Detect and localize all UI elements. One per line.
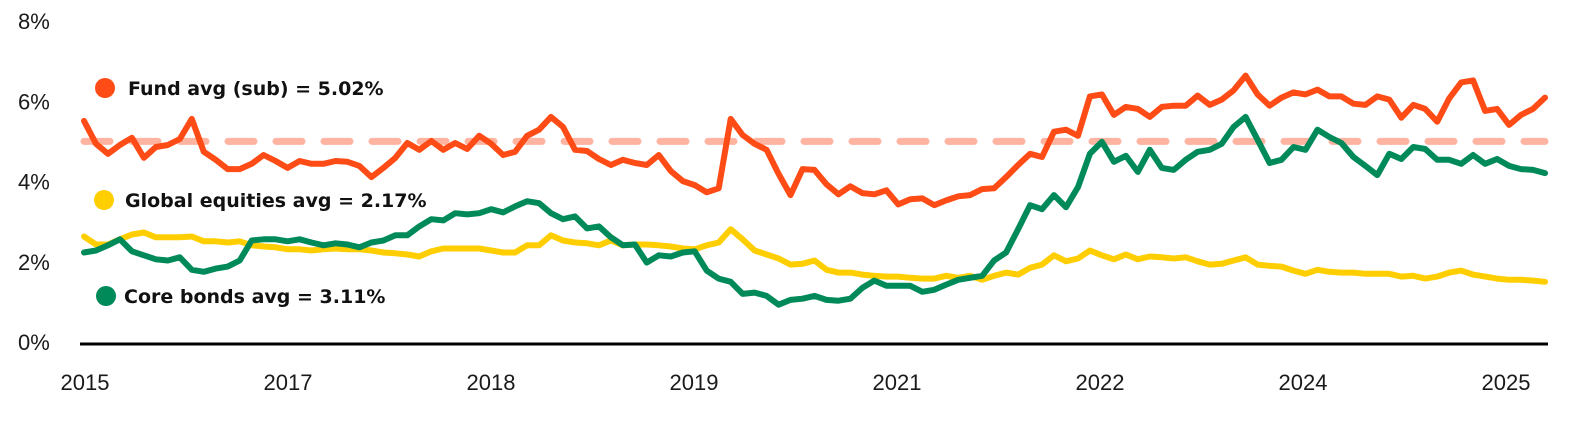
fund-legend-label: Fund avg (sub) = 5.02% — [128, 78, 384, 100]
y-tick-label: 4% — [18, 170, 50, 195]
x-tick-label: 2017 — [264, 370, 313, 395]
fund-avg-line — [81, 72, 1548, 209]
y-axis-ticks: 0% 2% 4% 6% 8% — [18, 9, 50, 355]
x-tick-label: 2024 — [1279, 370, 1328, 395]
y-tick-label: 8% — [18, 9, 50, 34]
global-equities-line — [81, 226, 1548, 285]
core-bonds-line — [81, 113, 1548, 308]
series-lines — [81, 72, 1548, 308]
x-axis-ticks: 2015 2017 2018 2019 2021 2022 2024 2025 — [61, 370, 1531, 395]
y-tick-label: 6% — [18, 89, 50, 114]
x-tick-label: 2022 — [1076, 370, 1125, 395]
legend-bonds: Core bonds avg = 3.11% — [96, 286, 385, 308]
bonds-legend-dot-icon — [96, 286, 116, 306]
x-tick-label: 2021 — [873, 370, 922, 395]
fund-legend-dot-icon — [95, 78, 115, 98]
x-tick-label: 2025 — [1482, 370, 1531, 395]
equities-legend-label: Global equities avg = 2.17% — [125, 190, 427, 212]
bonds-legend-label: Core bonds avg = 3.11% — [124, 286, 385, 308]
x-tick-label: 2018 — [467, 370, 516, 395]
y-tick-label: 0% — [18, 330, 50, 355]
y-tick-label: 2% — [18, 250, 50, 275]
legend-fund: Fund avg (sub) = 5.02% — [95, 78, 384, 100]
x-tick-label: 2015 — [61, 370, 110, 395]
x-tick-label: 2019 — [670, 370, 719, 395]
equities-legend-dot-icon — [94, 190, 114, 210]
legend-equities: Global equities avg = 2.17% — [94, 190, 427, 212]
